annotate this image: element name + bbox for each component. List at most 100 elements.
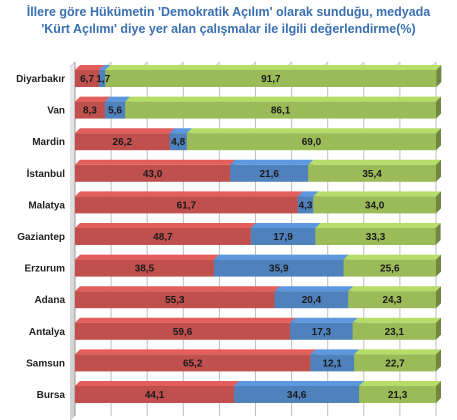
labels-layer: Diyarbakır 6,7 1,7 91,7 Van 8,3 5,6 86,1 Mardin 2…	[16, 74, 408, 401]
bar-segment-top	[169, 128, 192, 134]
bar-segment	[308, 164, 436, 182]
data-label: 44,1	[145, 390, 165, 401]
bar-segment	[213, 259, 344, 277]
bar-segment-top	[348, 286, 441, 292]
bar-segment	[75, 259, 214, 277]
bar-segment-top	[250, 223, 321, 228]
chart-title-line-2: 'Kürt Açılımı' diye yer alan çalışmalar …	[41, 22, 416, 36]
bar-segment	[75, 196, 298, 214]
bar-segment-top	[75, 349, 316, 355]
bar-segment	[348, 291, 436, 309]
bar-segment-side	[436, 254, 441, 277]
bar-segment-top	[310, 349, 360, 355]
category-label: Diyarbakır	[16, 74, 65, 85]
bar-segment-side	[436, 317, 441, 340]
data-label: 21,3	[388, 390, 408, 401]
bar-segment-top	[186, 128, 441, 134]
bar-segment	[125, 101, 436, 119]
data-label: 8,3	[83, 106, 97, 117]
category-label: Gaziantep	[17, 232, 65, 243]
bar-segment	[75, 101, 105, 119]
bar-segment-top	[75, 191, 303, 197]
bar-segment	[105, 70, 437, 87]
bar-segment	[290, 322, 353, 340]
bar-segment-top	[230, 159, 314, 165]
bar-segment-top	[75, 317, 296, 323]
bar-segment-side	[436, 65, 442, 87]
bar-segment	[250, 228, 316, 245]
bar-segment-top	[308, 159, 441, 165]
bar-segment-top	[290, 317, 358, 323]
data-label: 20,4	[302, 295, 322, 306]
data-label: 26,2	[113, 137, 133, 148]
bar-segment	[75, 228, 251, 245]
data-label: 34,6	[287, 390, 307, 401]
data-label: 48,7	[153, 232, 173, 243]
bar-segment-side	[435, 223, 441, 245]
bar-segment	[186, 133, 436, 151]
data-label: 21,6	[259, 169, 279, 180]
bar-segment-top	[354, 349, 441, 355]
data-label: 25,6	[380, 264, 400, 275]
bar-segment-top	[75, 381, 240, 386]
bar-segment-top	[75, 254, 219, 260]
data-label: 4,8	[171, 137, 185, 148]
data-label: 86,1	[271, 106, 291, 117]
bar-segment	[230, 164, 309, 182]
data-label: 35,9	[269, 264, 289, 275]
chart-title: İllere göre Hükümetin 'Demokratik Açılım…	[0, 4, 457, 38]
bars-layer	[75, 65, 442, 403]
bar-segment	[75, 386, 235, 403]
bar-segment-top	[75, 159, 236, 165]
bar-segment-top	[352, 317, 441, 323]
bar-segment	[99, 70, 106, 87]
bar-segment-top	[75, 65, 105, 70]
data-label: 65,2	[183, 358, 203, 369]
bar-segment-side	[436, 381, 441, 403]
data-label: 43,0	[143, 169, 163, 180]
bar-segment-top	[125, 96, 441, 102]
category-label: Bursa	[37, 390, 66, 401]
category-label: Mardin	[32, 137, 65, 148]
bar-segment-top	[315, 223, 441, 228]
bar-segment	[352, 322, 436, 340]
bar-segment	[354, 354, 436, 372]
bar-segment	[75, 322, 291, 340]
bar-segment-top	[343, 254, 441, 260]
bar-segment	[297, 196, 314, 214]
data-label: 33,3	[366, 232, 386, 243]
bar-segment-side	[436, 159, 441, 182]
data-label: 59,6	[173, 327, 193, 338]
chart-title-line-1: İllere göre Hükümetin 'Demokratik Açılım…	[26, 5, 431, 19]
bar-segment	[234, 386, 360, 403]
bar-segment-side	[436, 191, 441, 214]
data-label: 24,3	[382, 295, 402, 306]
bar-segment	[75, 133, 170, 151]
bar-segment	[104, 101, 126, 119]
bar-segment-side	[436, 128, 441, 151]
data-label: 91,7	[261, 74, 281, 85]
bar-segment-top	[213, 254, 349, 260]
bar-segment	[75, 164, 231, 182]
bar-segment	[75, 291, 275, 309]
data-label: 5,6	[108, 106, 122, 117]
bar-segment-top	[75, 96, 110, 102]
data-label: 23,1	[385, 327, 405, 338]
data-label: 4,3	[299, 200, 313, 211]
data-label: 1,7	[96, 74, 110, 85]
bar-segment-top	[75, 223, 256, 228]
bar-segment-top	[105, 65, 442, 70]
data-label: 38,5	[135, 264, 155, 275]
bar-segment	[169, 133, 187, 151]
bar-segment-side	[436, 349, 441, 372]
bar-segment	[359, 386, 436, 403]
bar-segment	[75, 70, 100, 87]
data-label: 22,7	[385, 358, 405, 369]
data-label: 35,4	[362, 169, 382, 180]
gridline-depth	[69, 61, 76, 68]
category-label: Antalya	[29, 327, 66, 338]
data-label: 17,9	[273, 232, 293, 243]
bar-segment-top	[297, 191, 319, 197]
bar-segment-top	[75, 286, 280, 292]
bar-segment-top	[274, 286, 354, 292]
